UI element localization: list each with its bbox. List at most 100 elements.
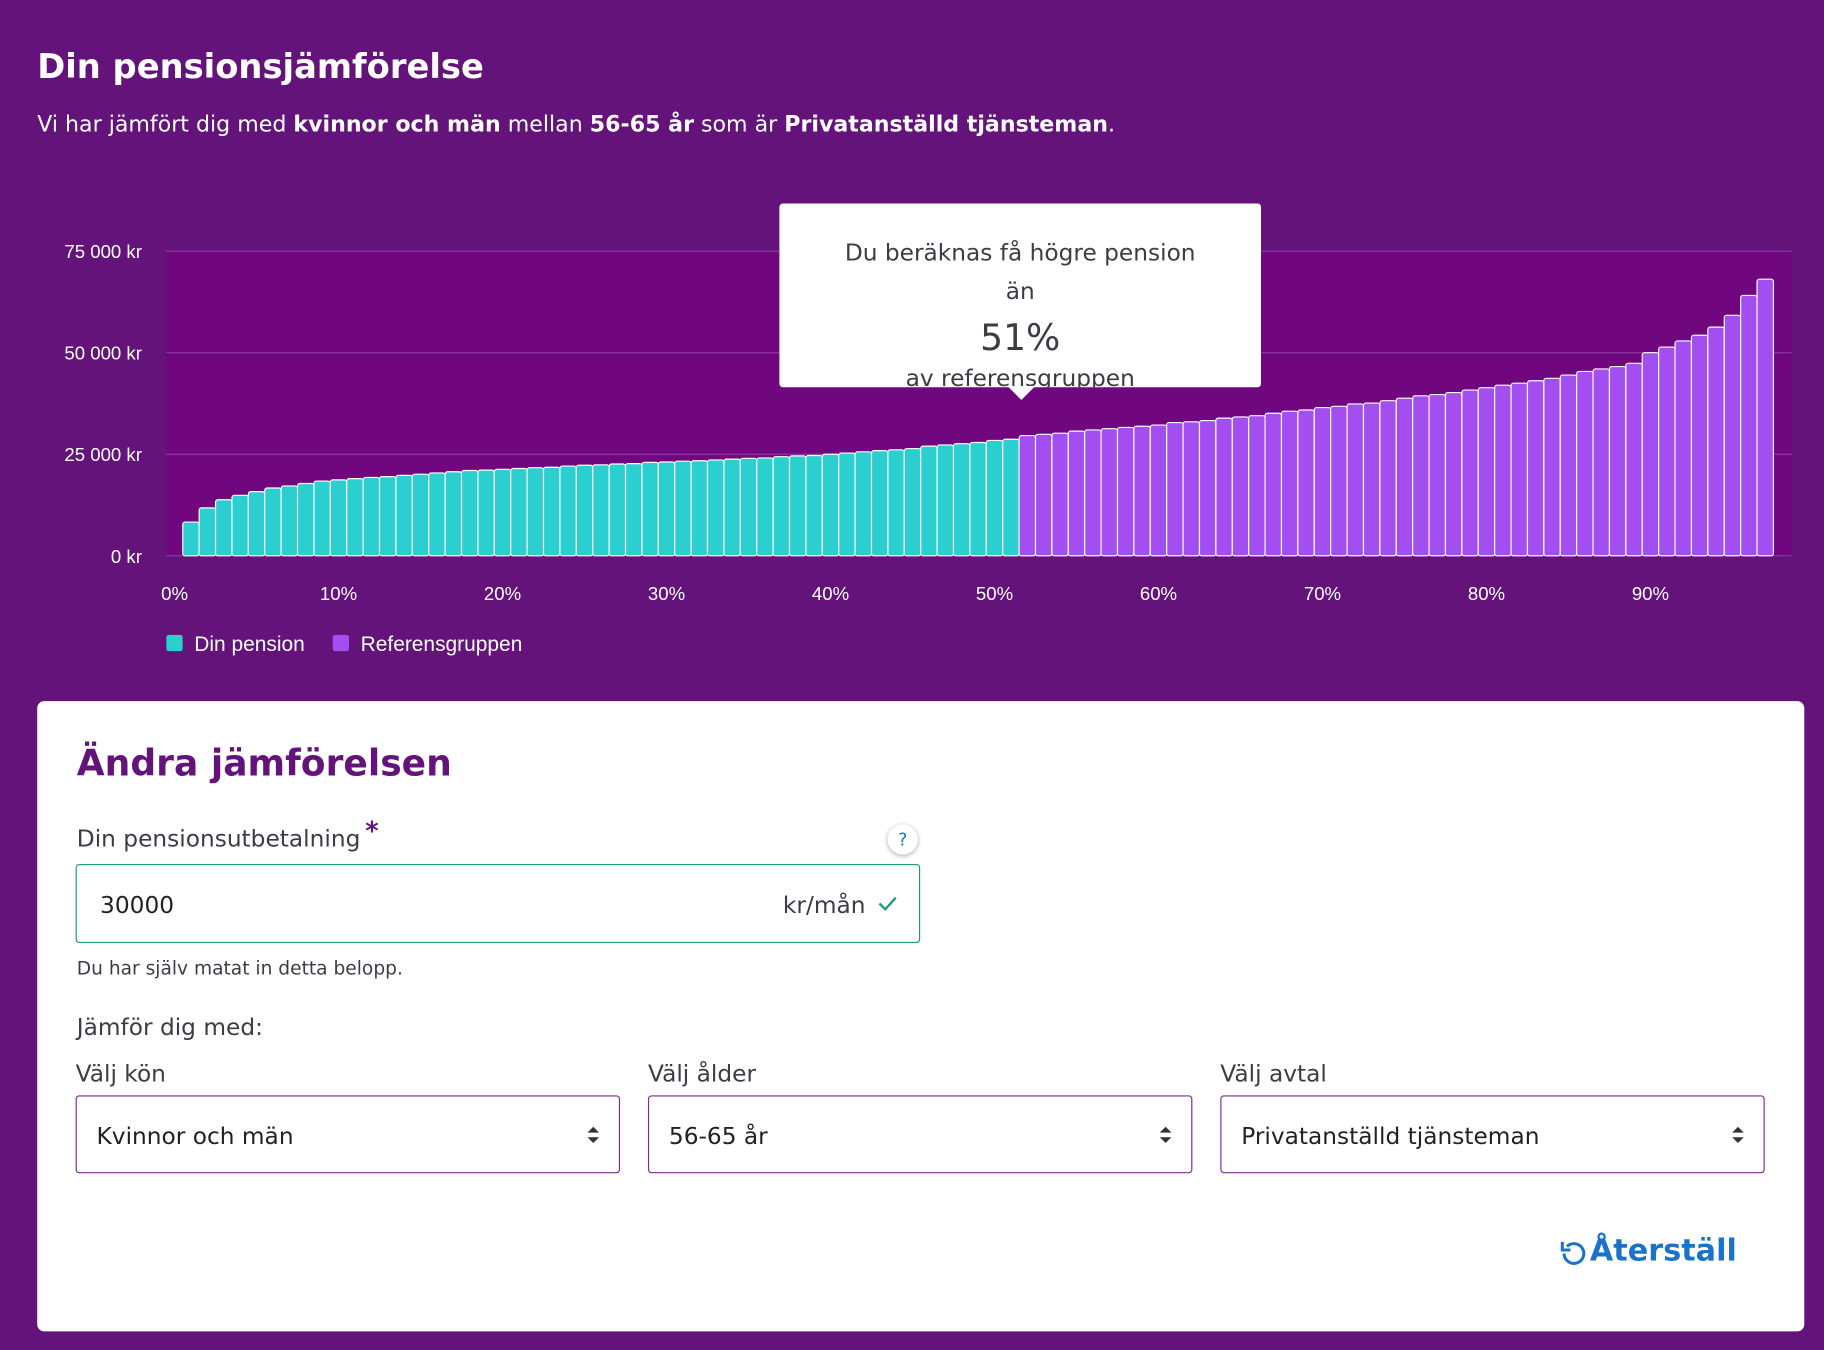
x-tick-label: 0% (161, 583, 188, 604)
bar (559, 465, 577, 557)
bar (985, 439, 1004, 557)
reset-button[interactable]: Återställ (1589, 1233, 1737, 1269)
bar (838, 452, 856, 557)
bar (1198, 419, 1217, 557)
subtitle-part: kvinnor och män (293, 111, 501, 138)
bar (296, 482, 315, 557)
subtitle-part: Privatanställd tjänsteman (784, 111, 1108, 138)
select[interactable]: Privatanställd tjänsteman (1220, 1095, 1765, 1174)
select[interactable]: Kvinnor och män (75, 1095, 621, 1174)
bar (1067, 430, 1086, 557)
bar (460, 469, 479, 557)
bar (1690, 334, 1709, 557)
bar (952, 443, 971, 557)
bar (870, 450, 889, 557)
bar (493, 468, 512, 557)
help-button[interactable]: ? (887, 824, 918, 855)
form-card: Ändra jämförelsen Din pensionsutbetalnin… (37, 701, 1805, 1332)
bar (690, 460, 709, 557)
bar (1608, 365, 1627, 557)
subtitle-part: som är (693, 111, 785, 138)
y-tick-label: 50 000 kr (64, 343, 142, 364)
pension-input[interactable]: 30000 kr/mån (75, 863, 921, 944)
y-tick-label: 75 000 kr (64, 241, 142, 262)
bar (674, 460, 692, 557)
form-title: Ändra jämförelsen (76, 743, 452, 785)
check-icon (878, 896, 897, 911)
bar (1051, 432, 1069, 557)
select-chevron (1732, 1126, 1744, 1144)
bar (657, 461, 676, 557)
tooltip-value: 51% (980, 317, 1061, 360)
bar (247, 491, 266, 557)
bar (1526, 380, 1545, 557)
bar (887, 449, 905, 557)
select-value: Privatanställd tjänsteman (1241, 1122, 1540, 1151)
bar (510, 467, 528, 557)
bar (1330, 405, 1348, 557)
subtitle: Vi har jämfört dig med kvinnor och män m… (37, 112, 1115, 138)
bar (1346, 403, 1365, 557)
x-tick-label: 30% (648, 583, 685, 604)
bar (854, 451, 873, 557)
bar (1461, 389, 1479, 557)
page-title: Din pensionsjämförelse (37, 46, 484, 87)
bar (1477, 387, 1496, 557)
bar (313, 480, 331, 557)
x-tick-label: 80% (1468, 583, 1505, 604)
x-tick-label: 20% (484, 583, 521, 604)
bar (1166, 422, 1184, 557)
select-chevron (1159, 1126, 1172, 1144)
bar (1641, 352, 1660, 557)
select-label: Välj avtal (1220, 1059, 1327, 1088)
bar (608, 463, 627, 557)
bar (1756, 278, 1775, 557)
bar (280, 485, 299, 557)
bar (1658, 346, 1676, 557)
bar (1297, 409, 1315, 557)
bar (346, 478, 364, 557)
x-tick-label: 90% (1632, 583, 1669, 604)
input-unit: kr/mån (782, 890, 866, 919)
bar (1494, 384, 1512, 557)
y-tick-label: 25 000 kr (64, 444, 142, 465)
bar (969, 441, 987, 557)
x-tick-label: 40% (812, 583, 849, 604)
bar (1264, 412, 1283, 557)
bar (1133, 425, 1151, 557)
legend-swatch (166, 634, 183, 652)
bar (641, 461, 659, 557)
bar (772, 456, 791, 557)
select[interactable]: 56-65 år (647, 1095, 1193, 1174)
bar (1215, 417, 1233, 557)
bar (1740, 294, 1758, 557)
tooltip-text: Du beräknas få högre pension än (844, 238, 1196, 305)
bar (1576, 370, 1594, 557)
bar (1002, 438, 1020, 557)
bar (428, 472, 446, 557)
bar (231, 494, 249, 557)
bar (542, 466, 561, 557)
bar (378, 476, 397, 557)
reset-icon[interactable] (1560, 1240, 1588, 1268)
hint: Du har själv matat in detta belopp. (76, 956, 403, 980)
bar (1084, 429, 1102, 557)
bar (182, 521, 200, 557)
legend-label: Referensgruppen (361, 633, 523, 656)
bar (1395, 397, 1414, 557)
bar (477, 469, 495, 557)
bar (723, 458, 741, 557)
bar (821, 453, 840, 557)
subtitle-part: mellan (500, 111, 590, 138)
bar (739, 457, 758, 557)
bar (706, 459, 725, 557)
bar (526, 467, 545, 557)
bar (1379, 400, 1397, 557)
bar (444, 471, 463, 557)
bar (788, 455, 807, 557)
bar (1018, 435, 1037, 557)
bar (264, 487, 282, 557)
select-label: Välj ålder (647, 1059, 757, 1088)
select-value: 56-65 år (668, 1122, 768, 1151)
